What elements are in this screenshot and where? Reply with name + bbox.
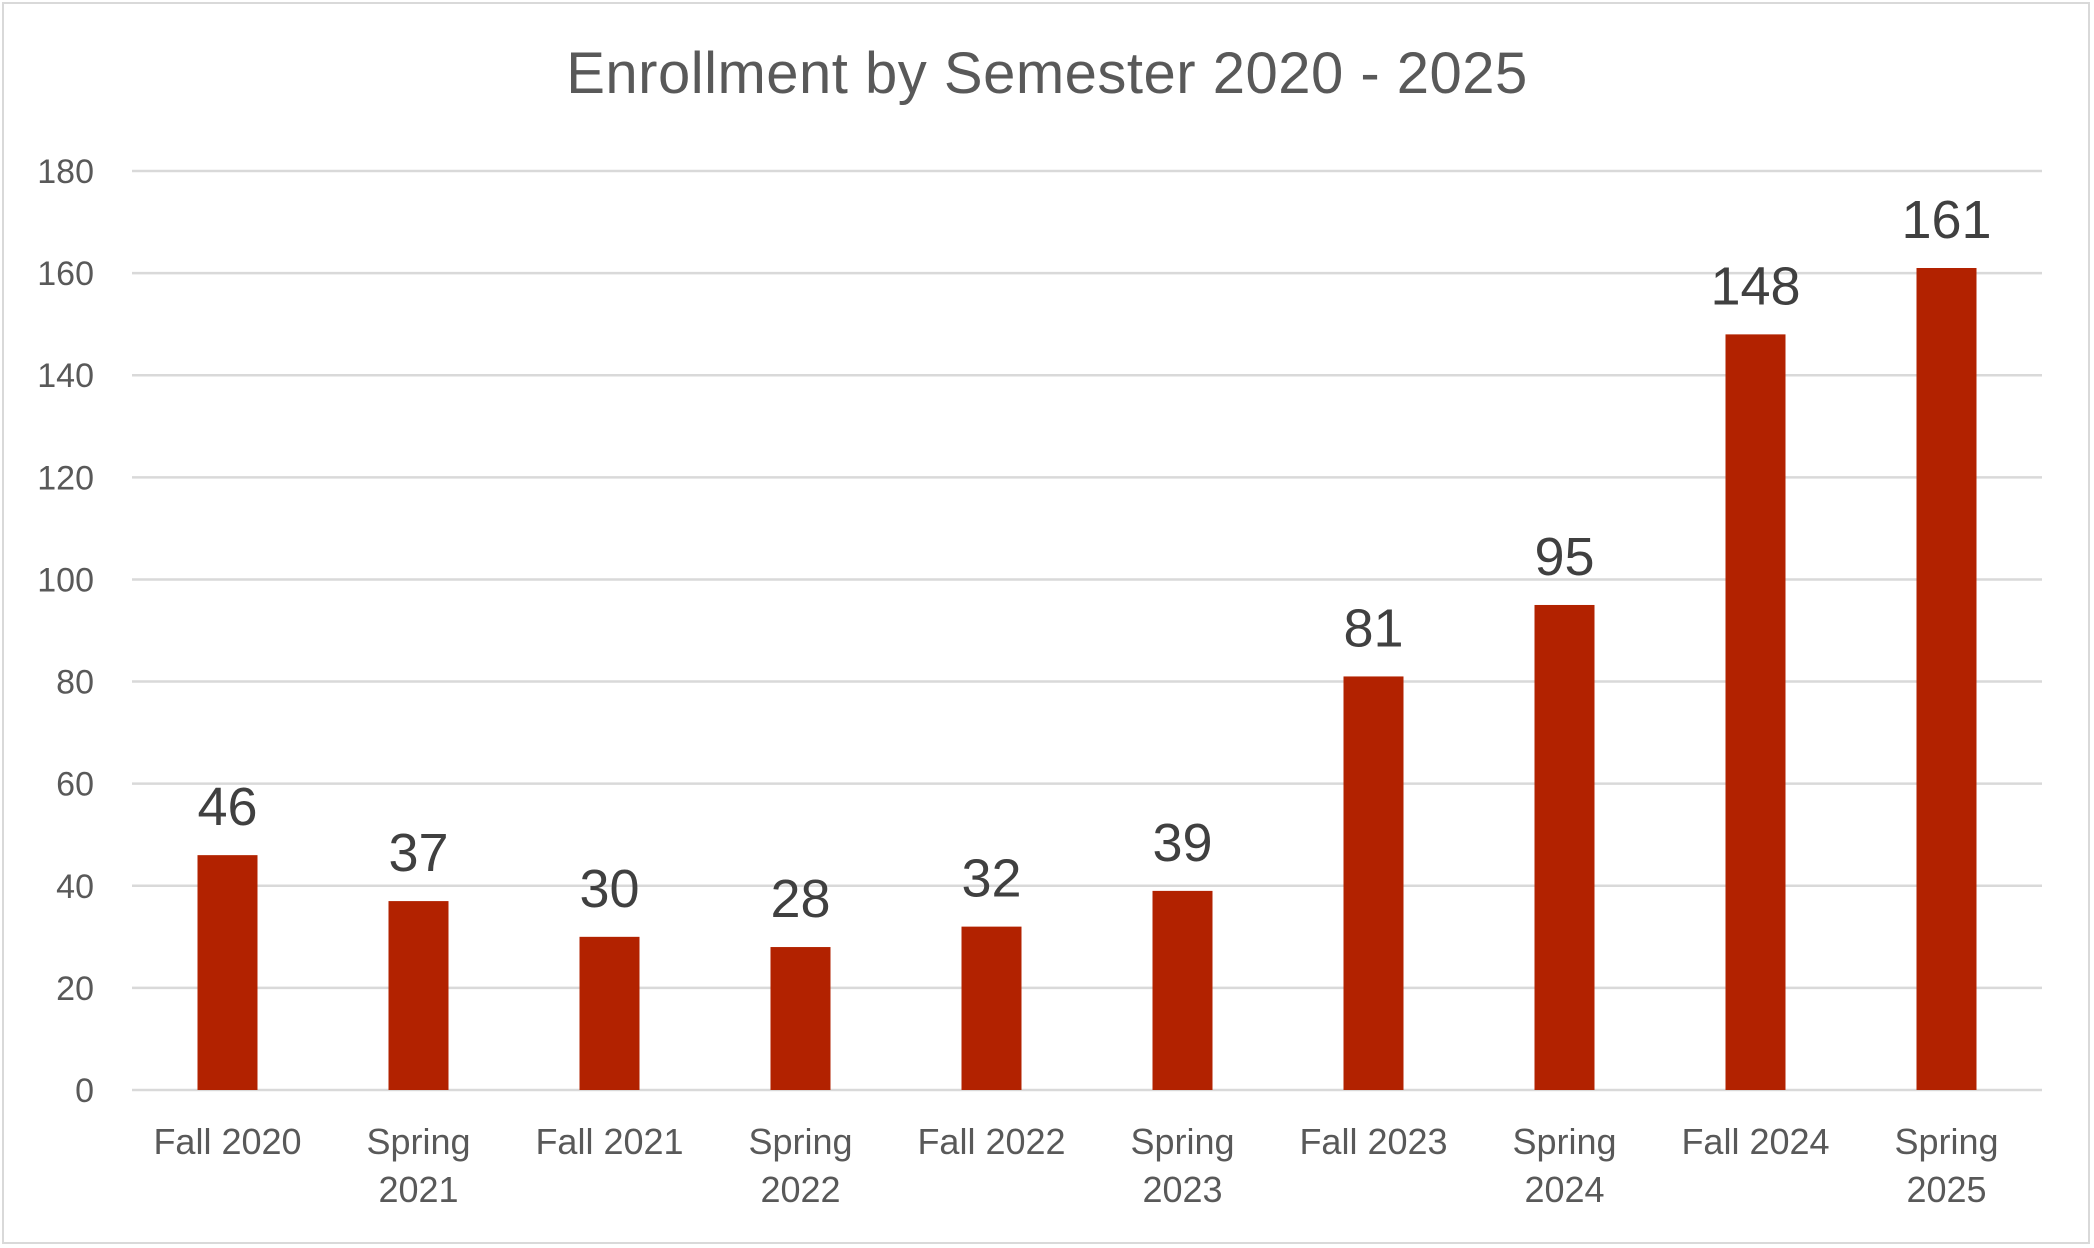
x-tick-label: Fall 2024 [1681,1121,1829,1162]
y-axis-ticks: 0 20 40 60 80 100 120 140 160 180 [37,153,94,1110]
bar-value-label: 95 [1534,527,1594,587]
bar [770,947,831,1090]
bar [579,936,640,1090]
x-tick-label: Spring [1130,1121,1234,1162]
x-tick-label: Spring [748,1121,852,1162]
bar [1725,334,1786,1090]
y-tick-label: 20 [56,970,94,1008]
bar-value-label: 46 [197,777,257,837]
y-tick-label: 40 [56,868,94,906]
bar-value-label: 161 [1901,190,1991,250]
bar-value-label: 37 [388,823,448,883]
x-tick-label: Fall 2020 [153,1121,301,1162]
x-tick-label: 2024 [1524,1169,1604,1210]
bar-value-label: 32 [961,849,1021,909]
x-tick-label: Fall 2022 [917,1121,1065,1162]
y-tick-label: 180 [37,153,94,191]
bar-value-label: 148 [1710,256,1800,316]
x-tick-label: Fall 2023 [1299,1121,1447,1162]
gridlines [132,169,2042,1092]
bar-value-label: 28 [770,869,830,929]
x-axis-ticks: Fall 2020 Spring 2021 Fall 2021 Spring 2022 Fa… [153,1121,1998,1210]
x-tick-label: Spring [366,1121,470,1162]
bar [1152,890,1213,1090]
x-tick-label: Fall 2021 [535,1121,683,1162]
bar [1916,268,1977,1090]
y-tick-label: 100 [37,561,94,599]
y-tick-label: 80 [56,664,94,702]
x-tick-label: 2022 [760,1169,840,1210]
bar-value-label: 39 [1152,813,1212,873]
bar-value-label: 81 [1343,598,1403,658]
bar [961,926,1022,1090]
x-tick-label: 2025 [1906,1169,1986,1210]
y-tick-label: 0 [75,1072,94,1110]
bars [197,268,1977,1090]
x-tick-label: Spring [1512,1121,1616,1162]
bar [388,901,449,1090]
bar [1343,676,1404,1090]
bar [1534,604,1595,1090]
y-tick-label: 120 [37,459,94,497]
chart-title: Enrollment by Semester 2020 - 2025 [566,41,1528,106]
x-tick-label: Spring [1894,1121,1998,1162]
y-tick-label: 140 [37,357,94,395]
bar-value-label: 30 [579,859,639,919]
data-labels: 46 37 30 28 32 39 81 95 148 161 [197,190,1991,929]
x-tick-label: 2023 [1142,1169,1222,1210]
bar [197,855,258,1090]
y-tick-label: 60 [56,766,94,804]
x-tick-label: 2021 [378,1169,458,1210]
y-tick-label: 160 [37,255,94,293]
